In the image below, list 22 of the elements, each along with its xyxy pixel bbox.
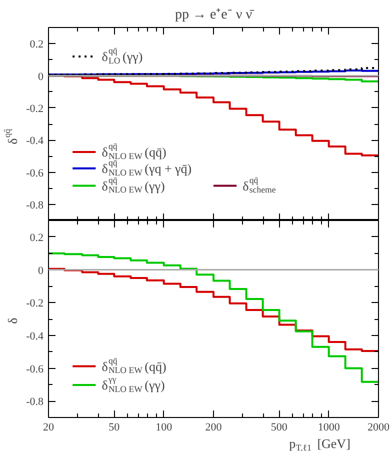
y-tick-label: 0: [38, 70, 44, 83]
y-tick-label: -0.8: [26, 396, 44, 408]
x-tick-label: 500: [270, 422, 288, 434]
y-tick-label: -0.8: [26, 199, 44, 212]
y-tick-label: 0.2: [30, 38, 44, 51]
y-tick-label: -0.2: [26, 298, 44, 310]
x-tick-label: 20: [43, 422, 54, 434]
x-tick-label: 1000: [318, 422, 340, 434]
y-axis-title: δqq̄: [2, 128, 20, 144]
x-tick-label: 200: [205, 422, 222, 434]
x-tick-label: 50: [108, 422, 120, 434]
y-tick-label: 0: [38, 264, 44, 277]
y-tick-label: 0.2: [30, 232, 44, 244]
y-tick-label: -0.4: [26, 330, 44, 342]
y-axis-title: δ: [5, 318, 20, 324]
chart-title: pp → e⁺e⁻ ν ν̄: [174, 8, 256, 22]
x-tick-label: 100: [156, 422, 173, 434]
y-tick-label: -0.6: [26, 167, 44, 180]
y-tick-label: -0.4: [26, 135, 44, 148]
y-tick-label: -0.2: [26, 102, 44, 115]
x-tick-label: 2000: [368, 422, 390, 434]
y-tick-label: -0.6: [26, 363, 44, 376]
